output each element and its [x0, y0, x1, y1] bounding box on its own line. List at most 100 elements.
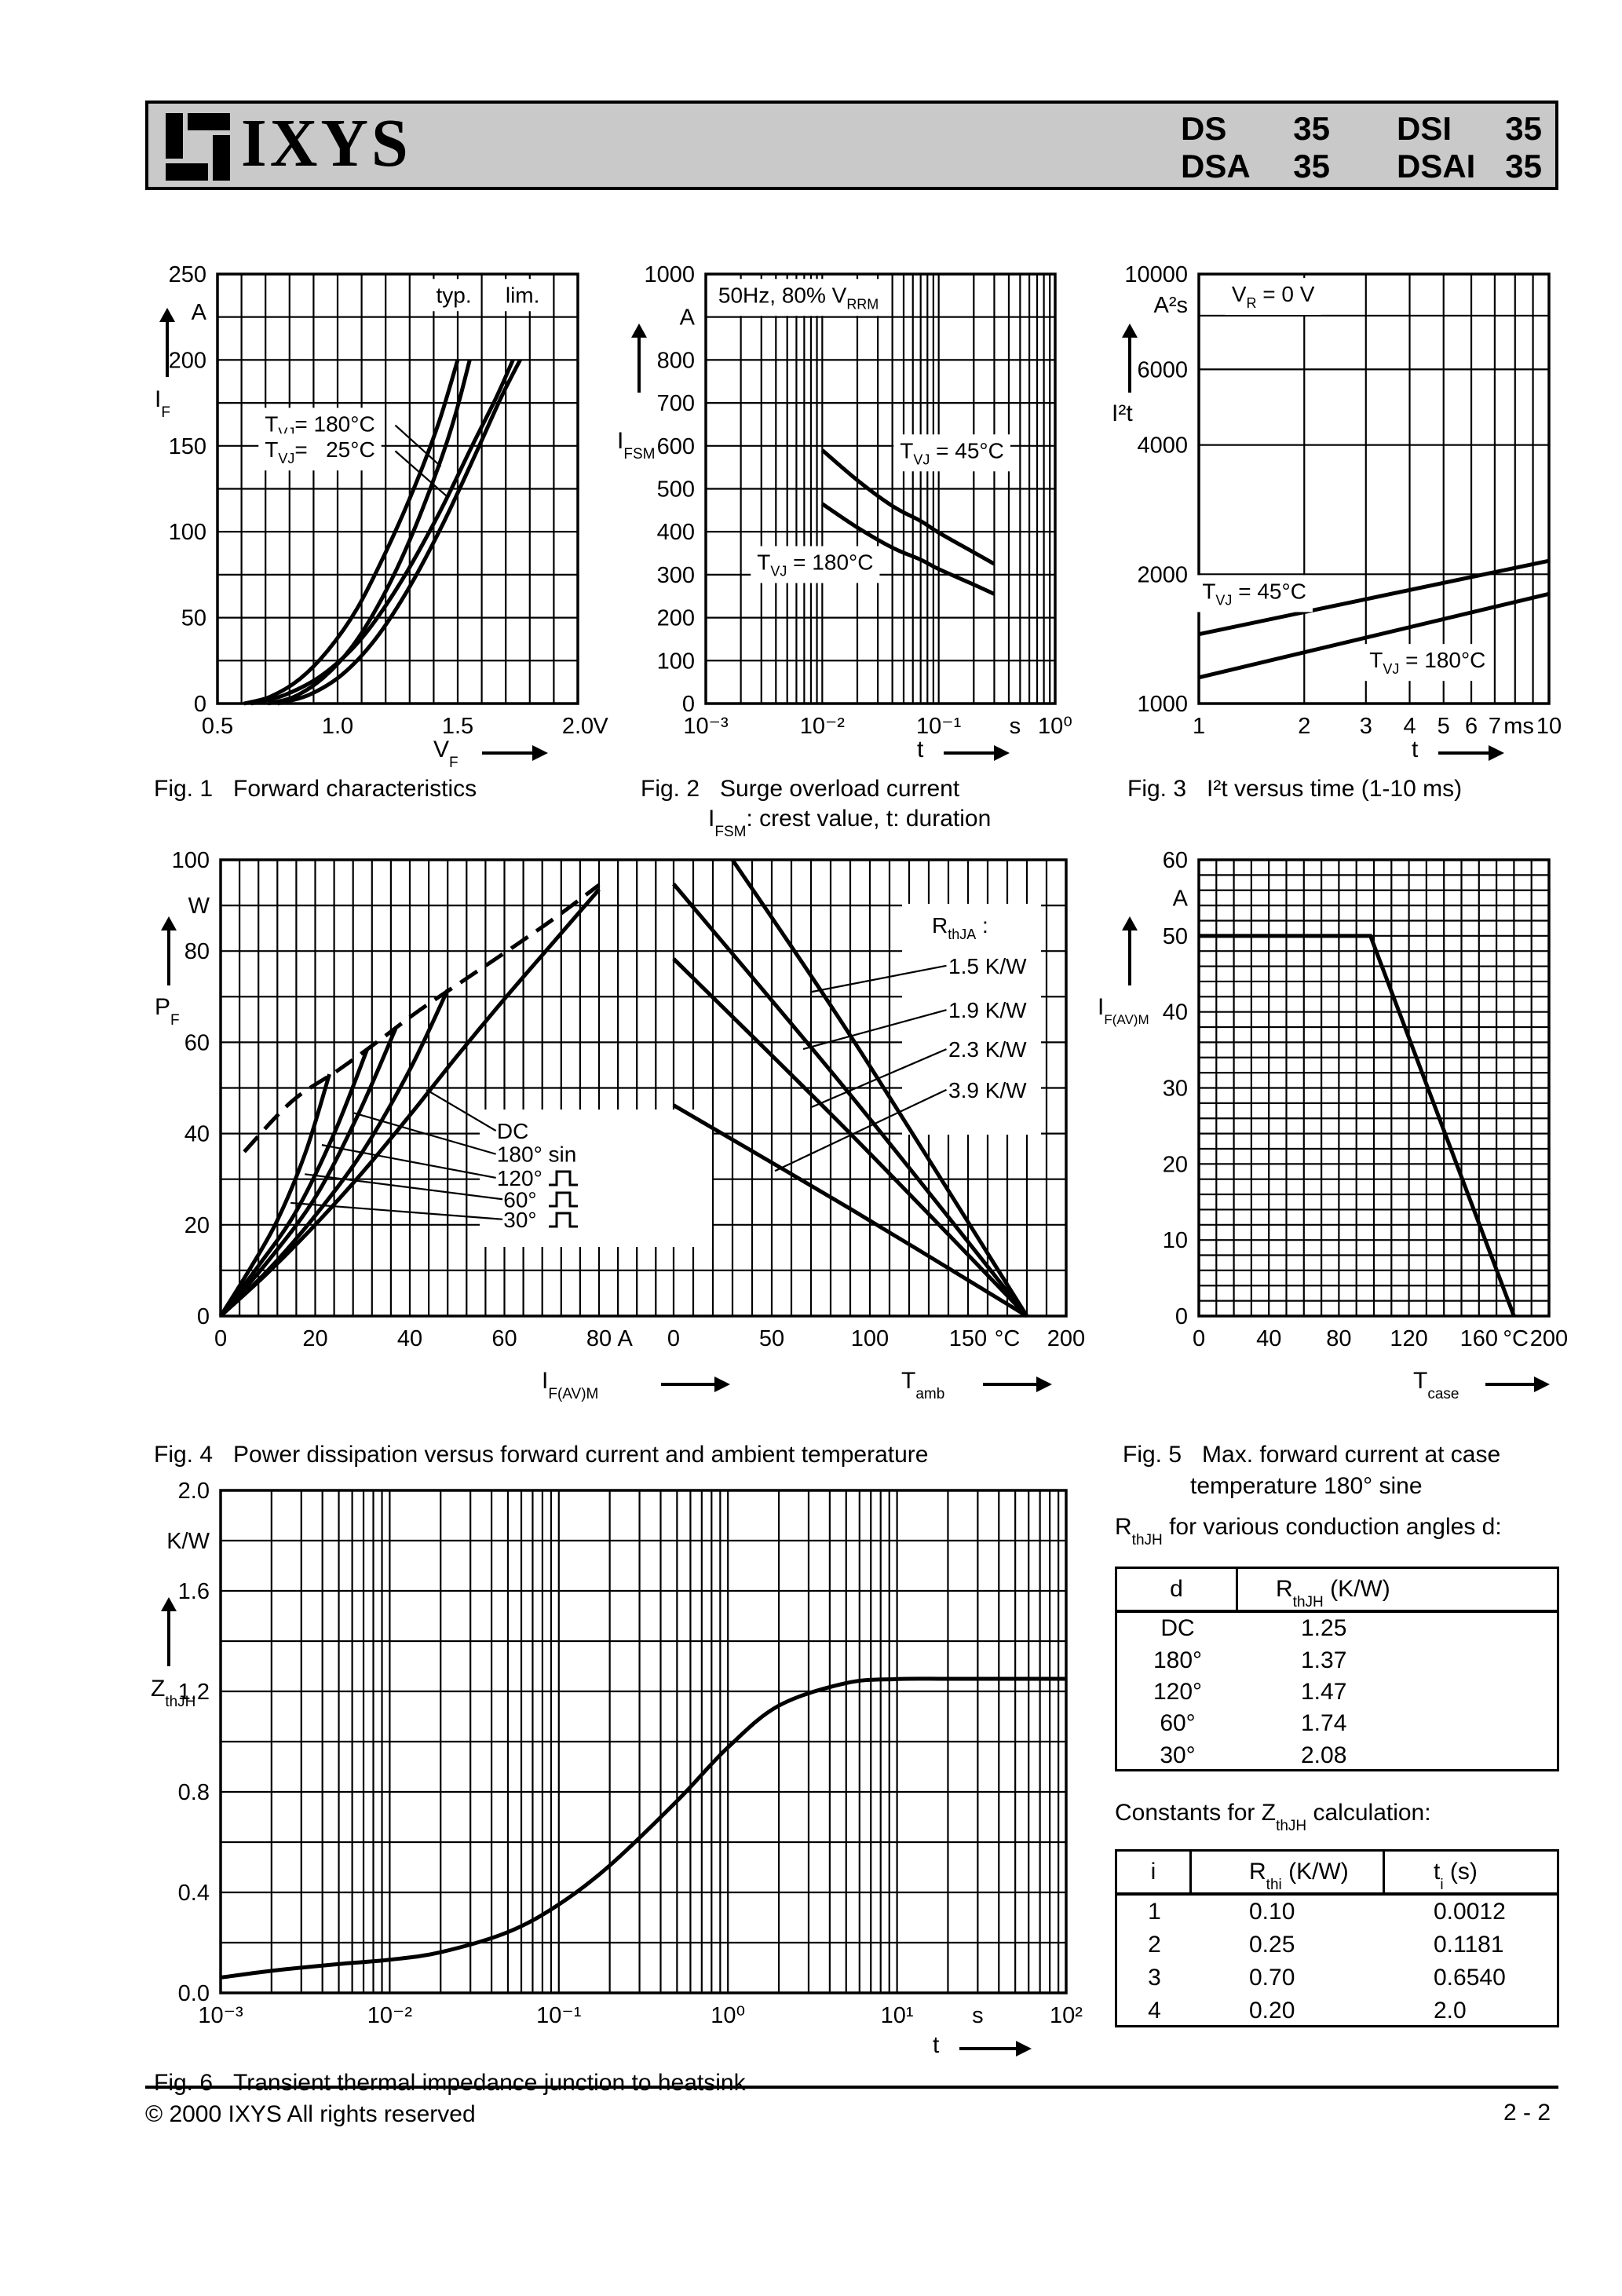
table-cell: 3 — [1148, 1965, 1161, 1991]
y-tick-label: 800 — [657, 348, 695, 373]
column-header: d — [1117, 1569, 1238, 1610]
series-rthja-3.9 — [672, 1103, 1028, 1318]
table-cell: 1.37 — [1301, 1647, 1347, 1673]
annotation: TVJ = 180°C — [757, 550, 873, 579]
footer-rule — [145, 2086, 1558, 2089]
y-tick-label: 0 — [682, 692, 695, 717]
fig5-x-arrow-icon — [1485, 1377, 1550, 1392]
annotation: 50Hz, 80% VRRM — [718, 283, 879, 312]
fig6-chart: 10⁻³ 10⁻² 10⁻¹ 10⁰ 10¹ s 10² 0.0 0.4 0.8 1.2 1.6 K/W… — [166, 1479, 1083, 2028]
x-tick-label: 0 — [1193, 1326, 1205, 1351]
table-cell: 0.10 — [1249, 1899, 1295, 1925]
fig6-x-label: t — [933, 2032, 940, 2058]
y-tick-label: 100 — [169, 520, 206, 545]
x-tick-label: °C — [995, 1326, 1021, 1351]
y-tick-label: 50 — [181, 606, 206, 631]
series-i2t-tvj-180c — [1198, 591, 1550, 680]
x-tick-label: 160 — [1460, 1326, 1498, 1351]
fig5-caption: Fig. 5 Max. forward current at case — [1123, 1442, 1501, 1468]
y-tick-label: 80 — [184, 939, 210, 964]
y-tick-label: 250 — [169, 262, 206, 287]
x-tick-label: 10 — [1536, 714, 1562, 739]
y-tick-label: 600 — [657, 434, 695, 459]
fig6-x-arrow-icon — [959, 2041, 1032, 2057]
y-tick-label: 0.8 — [178, 1780, 210, 1805]
y-tick-label: 1.2 — [178, 1680, 210, 1705]
fig1-x-label: VF — [433, 737, 458, 772]
annotation: 180° sin — [497, 1143, 577, 1167]
column-header: ti (s) — [1434, 1859, 1478, 1894]
conduction-angle-table: d RthJH (K/W) DC 1.25 180° 1.37 120° 1.47 60° 1… — [1115, 1567, 1559, 1771]
x-tick-label: 10⁻³ — [198, 2003, 243, 2028]
y-tick-label: A²s — [1154, 293, 1189, 318]
part-number: DS 35 — [1181, 110, 1330, 147]
fig2-chart: 50Hz, 80% VRRM TVJ = 45°C TVJ = 180°C 10⁻³ 1… — [644, 262, 1072, 739]
table-row: 4 0.20 2.0 — [1117, 1994, 1557, 2027]
y-tick-label: 150 — [169, 434, 206, 459]
fig5-x-label: Tcase — [1413, 1368, 1459, 1403]
fig2-y-label: IFSM — [617, 428, 656, 463]
y-tick-label: 50 — [1163, 924, 1188, 949]
page-number: 2 - 2 — [1503, 2100, 1551, 2126]
fig5-caption-line2: temperature 180° sine — [1190, 1473, 1423, 1499]
y-tick-label: K/W — [166, 1529, 210, 1554]
y-tick-label: 0.0 — [178, 1981, 210, 2006]
legend-box — [480, 1110, 712, 1247]
annotation: RthJA : — [932, 913, 988, 942]
table-row: DC 1.25 — [1117, 1613, 1557, 1644]
y-tick-label: 2000 — [1137, 562, 1188, 587]
annotation: 1.5 K/W — [948, 954, 1027, 978]
x-tick-label: 120 — [1390, 1326, 1427, 1351]
annotation-bg — [751, 546, 880, 583]
fig3-x-arrow-icon — [1438, 745, 1504, 761]
x-tick-label: 0 — [667, 1326, 680, 1351]
table-cell: 4 — [1148, 1998, 1161, 2024]
fig4-x1-arrow-icon — [661, 1377, 730, 1392]
fig2-x-label: t — [917, 737, 924, 762]
table-cell: 120° — [1153, 1679, 1203, 1706]
annotation: 120° — [497, 1166, 542, 1190]
y-tick-label: 20 — [1163, 1152, 1188, 1177]
plot-border — [1197, 272, 1551, 705]
table-cell: 2 — [1148, 1932, 1161, 1958]
plot-border — [1197, 858, 1551, 1318]
leader-line — [811, 1048, 947, 1108]
fig5-chart: 0 40 80 120 160 °C 200 0 10 20 30 40 50 A 60 — [1163, 848, 1568, 1351]
x-tick-label: 80 — [586, 1326, 612, 1351]
table-cell: 1.47 — [1301, 1679, 1347, 1706]
y-tick-label: 20 — [184, 1213, 210, 1238]
fig3-y-arrow-icon — [1122, 324, 1138, 393]
leader-line — [321, 1144, 496, 1179]
leader-line — [394, 450, 449, 499]
x-tick-label: s — [1010, 714, 1021, 739]
x-tick-label: 20 — [302, 1326, 327, 1351]
annotation: 1.9 K/W — [948, 998, 1027, 1022]
x-tick-label: °C — [1503, 1326, 1529, 1351]
plot-border — [704, 272, 1057, 705]
x-tick-label: 150 — [949, 1326, 987, 1351]
annotation-bg — [1196, 575, 1313, 612]
x-tick-label: 10⁻¹ — [916, 714, 962, 739]
annotation: TVJ= 180°C — [265, 411, 374, 441]
pulse-waveform-icon — [549, 1170, 578, 1186]
grid — [1197, 858, 1551, 1318]
series-lim-tvj-180c — [250, 359, 515, 706]
table-cell: 60° — [1160, 1710, 1196, 1737]
fig3-y-label: I²t — [1112, 400, 1133, 426]
leader-line — [305, 1173, 503, 1201]
zth-table-title: Constants for ZthJH calculation: — [1115, 1800, 1431, 1835]
x-tick-label: 10⁻³ — [683, 714, 729, 739]
part-number: DSI 35 — [1397, 110, 1542, 147]
table-cell: 1.74 — [1301, 1710, 1347, 1737]
table-cell: 0.6540 — [1434, 1965, 1506, 1991]
x-tick-label: 2 — [1298, 714, 1310, 739]
annotation-bg — [258, 433, 382, 471]
table-cell: 30° — [1160, 1742, 1196, 1768]
leader-line — [774, 1088, 947, 1172]
table-row: 60° 1.74 — [1117, 1708, 1557, 1739]
x-tick-label: 40 — [397, 1326, 422, 1351]
fig4-caption: Fig. 4 Power dissipation versus forward c… — [154, 1442, 929, 1468]
annotation: lim. — [506, 283, 540, 307]
annotation-bg — [893, 434, 1010, 472]
